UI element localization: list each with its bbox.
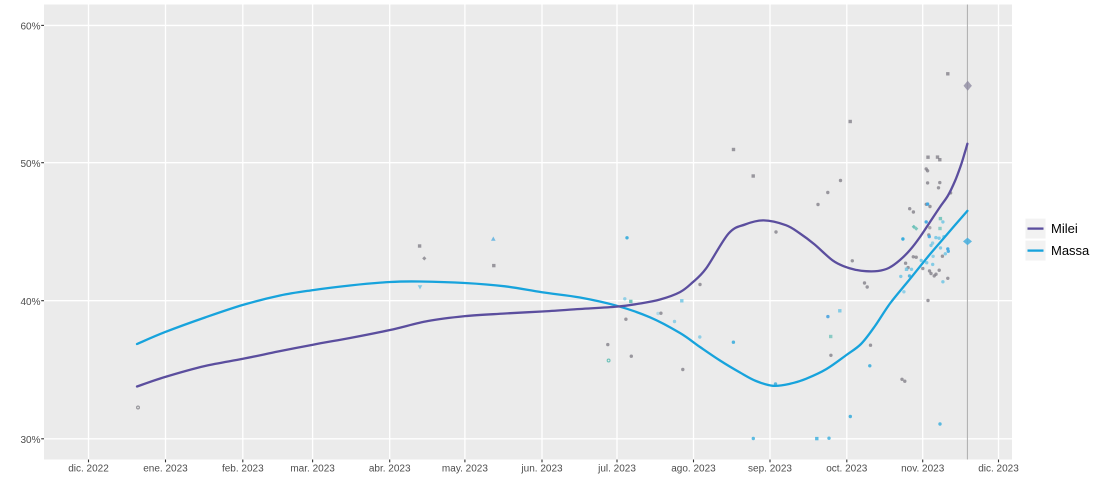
svg-text:nov. 2023: nov. 2023 bbox=[901, 463, 945, 474]
svg-text:Massa: Massa bbox=[1051, 243, 1090, 258]
svg-text:ago. 2023: ago. 2023 bbox=[671, 463, 716, 474]
svg-text:feb. 2023: feb. 2023 bbox=[222, 463, 264, 474]
svg-text:oct. 2023: oct. 2023 bbox=[826, 463, 868, 474]
svg-text:50%: 50% bbox=[20, 159, 40, 170]
svg-text:40%: 40% bbox=[20, 297, 40, 308]
svg-text:abr. 2023: abr. 2023 bbox=[369, 463, 411, 474]
svg-text:dic. 2022: dic. 2022 bbox=[68, 463, 109, 474]
svg-text:60%: 60% bbox=[20, 22, 40, 33]
svg-text:jun. 2023: jun. 2023 bbox=[520, 463, 563, 474]
svg-text:jul. 2023: jul. 2023 bbox=[597, 463, 636, 474]
svg-text:ene. 2023: ene. 2023 bbox=[143, 463, 188, 474]
svg-text:mar. 2023: mar. 2023 bbox=[290, 463, 335, 474]
svg-text:may. 2023: may. 2023 bbox=[442, 463, 488, 474]
svg-text:sep. 2023: sep. 2023 bbox=[748, 463, 792, 474]
svg-text:Milei: Milei bbox=[1051, 221, 1078, 236]
svg-text:dic. 2023: dic. 2023 bbox=[978, 463, 1019, 474]
svg-text:30%: 30% bbox=[20, 435, 40, 446]
